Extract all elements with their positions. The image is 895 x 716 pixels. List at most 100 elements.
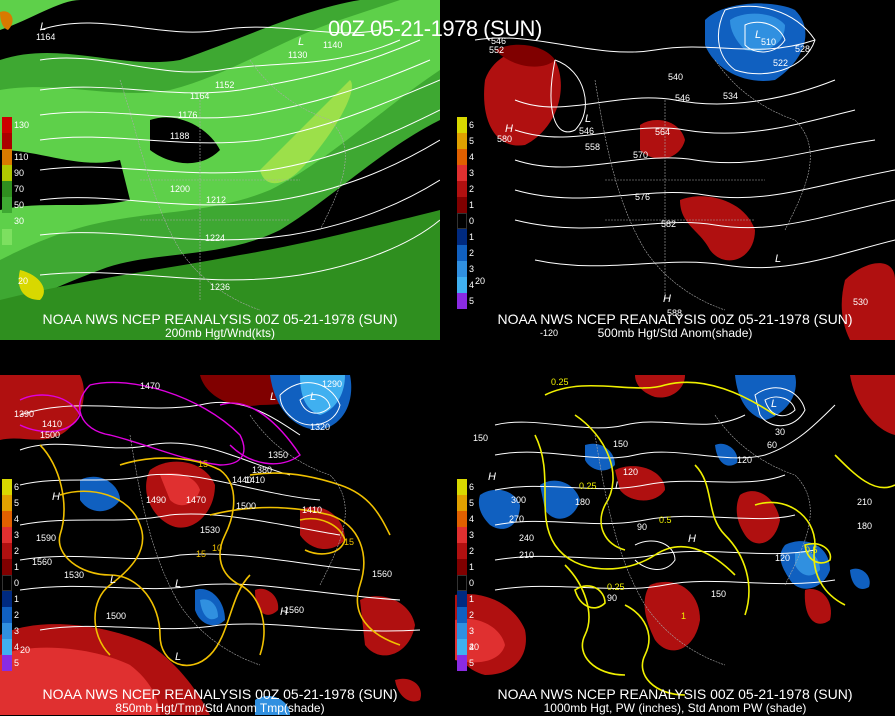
svg-text:1224: 1224 <box>205 233 225 243</box>
svg-text:546: 546 <box>675 93 690 103</box>
legend-item: 2 <box>457 543 474 559</box>
svg-text:1140: 1140 <box>323 40 342 50</box>
svg-text:120: 120 <box>775 553 790 563</box>
legend-item: 4 <box>457 639 474 655</box>
svg-text:558: 558 <box>585 142 600 152</box>
svg-text:H: H <box>488 471 496 483</box>
legend-item: 2 <box>457 181 474 197</box>
page-title: 00Z 05-21-1978 (SUN) <box>328 16 542 41</box>
svg-text:20: 20 <box>20 645 30 655</box>
svg-text:1490: 1490 <box>146 495 166 505</box>
svg-text:1380: 1380 <box>252 465 272 475</box>
legend-item: 5 <box>457 495 474 511</box>
legend-item: 0 <box>457 213 474 229</box>
svg-text:0.25: 0.25 <box>551 377 569 387</box>
legend-item: 2 <box>457 607 474 623</box>
legend-item: 110 <box>2 149 29 165</box>
panel-caption-field: 1000mb Hgt, PW (inches), Std Anom PW (sh… <box>543 701 807 715</box>
svg-text:L: L <box>110 574 116 586</box>
svg-text:270: 270 <box>509 514 524 524</box>
svg-text:210: 210 <box>519 550 534 560</box>
svg-text:1410: 1410 <box>302 505 322 515</box>
legend-item: 4 <box>2 511 19 527</box>
svg-text:0.25: 0.25 <box>579 481 597 491</box>
svg-text:L: L <box>298 36 304 48</box>
svg-text:1320: 1320 <box>310 422 330 432</box>
legend-item: 90 <box>2 165 29 181</box>
svg-text:150: 150 <box>613 439 628 449</box>
svg-text:1130: 1130 <box>288 50 307 60</box>
svg-text:564: 564 <box>655 127 670 137</box>
svg-text:1470: 1470 <box>140 381 160 391</box>
svg-text:1290: 1290 <box>322 379 342 389</box>
map-1000mb-pw: 0.25 150 120 150 300 270 240 210 180 90 … <box>455 375 895 715</box>
legend-item: 3 <box>457 165 474 181</box>
legend-item: 50 <box>2 197 29 213</box>
svg-text:L: L <box>771 398 777 410</box>
svg-text:90: 90 <box>607 593 617 603</box>
svg-text:534: 534 <box>723 91 738 101</box>
svg-text:L: L <box>755 29 761 41</box>
legend-item: 2 <box>2 543 19 559</box>
svg-text:1164: 1164 <box>36 32 55 42</box>
svg-text:580: 580 <box>497 134 512 144</box>
svg-text:522: 522 <box>773 58 788 68</box>
svg-text:120: 120 <box>737 455 752 465</box>
svg-text:510: 510 <box>761 37 776 47</box>
panel-caption-field: 200mb Hgt/Wnd(kts) <box>164 326 276 340</box>
svg-text:1350: 1350 <box>268 450 288 460</box>
legend-std-anom: 6 5 4 3 2 1 0 1 2 3 4 5 <box>2 479 19 671</box>
svg-text:528: 528 <box>795 44 810 54</box>
svg-text:L: L <box>270 391 276 403</box>
svg-text:L: L <box>775 253 781 265</box>
svg-text:1500: 1500 <box>40 430 60 440</box>
legend-item <box>2 133 29 149</box>
svg-text:-120: -120 <box>540 328 558 338</box>
svg-text:L: L <box>175 651 181 663</box>
svg-text:1560: 1560 <box>284 605 304 615</box>
svg-text:576: 576 <box>635 192 650 202</box>
svg-text:H: H <box>688 533 696 545</box>
svg-text:20: 20 <box>475 276 485 286</box>
svg-text:1200: 1200 <box>170 184 190 194</box>
svg-text:1530: 1530 <box>200 525 220 535</box>
svg-text:60: 60 <box>767 440 777 450</box>
legend-item: 5 <box>457 293 474 309</box>
svg-text:L: L <box>585 113 591 125</box>
legend-item: 2 <box>2 607 19 623</box>
svg-text:1410: 1410 <box>42 419 62 429</box>
svg-text:15: 15 <box>198 459 208 469</box>
svg-text:1470: 1470 <box>186 495 206 505</box>
svg-text:90: 90 <box>637 522 647 532</box>
svg-text:582: 582 <box>661 219 676 229</box>
legend-item: 5 <box>457 133 474 149</box>
legend-item: 4 <box>457 511 474 527</box>
panel-1000mb-pw-map: 0.25 150 120 150 300 270 240 210 180 90 … <box>455 375 895 715</box>
svg-text:L: L <box>615 480 621 492</box>
svg-text:1152: 1152 <box>215 80 234 90</box>
legend-item: 4 <box>457 149 474 165</box>
svg-text:1530: 1530 <box>64 570 84 580</box>
legend-item: 1 <box>2 591 19 607</box>
legend-item: 3 <box>457 261 474 277</box>
legend-item: 3 <box>457 527 474 543</box>
svg-text:1390: 1390 <box>14 409 34 419</box>
legend-item: 70 <box>2 181 29 197</box>
svg-text:1164: 1164 <box>190 91 209 101</box>
legend-item: 1 <box>457 229 474 245</box>
legend-item: 3 <box>2 527 19 543</box>
legend-item: 1 <box>457 197 474 213</box>
panel-caption-source: NOAA NWS NCEP REANALYSIS 00Z 05-21-1978 … <box>42 686 398 702</box>
svg-text:300: 300 <box>511 495 526 505</box>
svg-text:30: 30 <box>775 427 785 437</box>
svg-text:H: H <box>663 293 671 305</box>
svg-text:570: 570 <box>633 150 648 160</box>
svg-text:1560: 1560 <box>32 557 52 567</box>
svg-text:540: 540 <box>668 72 683 82</box>
legend-item: 5 <box>457 655 474 671</box>
svg-text:210: 210 <box>857 497 872 507</box>
svg-text:1440: 1440 <box>232 475 252 485</box>
legend-item: 6 <box>2 479 19 495</box>
svg-text:546: 546 <box>491 36 506 46</box>
legend-wind: 130 110 90 70 50 30 <box>2 117 29 245</box>
